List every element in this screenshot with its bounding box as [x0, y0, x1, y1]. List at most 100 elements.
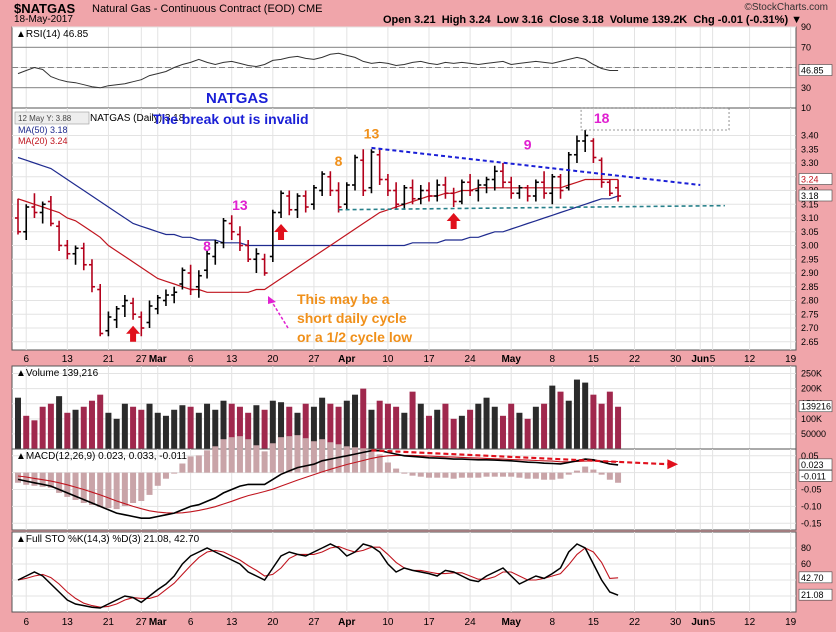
volume-bar [615, 406, 622, 449]
volume-bar [72, 409, 79, 449]
macd-histogram-bar [458, 472, 465, 478]
price-last-close: 3.18 [801, 191, 819, 201]
volume-bar [549, 385, 556, 449]
macd-histogram-bar [335, 444, 342, 473]
bottom-x-axis-tick-label: 19 [785, 617, 797, 628]
support-line [338, 204, 725, 211]
price-x-axis-tick-label: 22 [629, 354, 641, 365]
price-y-tick: 2.70 [801, 323, 819, 333]
bottom-x-axis-tick-label: 15 [588, 617, 600, 628]
macd-histogram-bar [434, 472, 441, 478]
macd-histogram-bar [606, 472, 613, 480]
rsi-y-tick: 90 [801, 22, 811, 32]
chart-date: 18-May-2017 [14, 14, 73, 25]
volume-bar [31, 420, 38, 449]
price-x-axis-tick-label: 30 [670, 354, 682, 365]
chart-header: $NATGAS Natural Gas - Continuous Contrac… [0, 0, 836, 26]
rsi-title: ▲RSI(14) 46.85 [16, 29, 89, 40]
price-y-tick: 2.90 [801, 268, 819, 278]
volume-bar [524, 418, 531, 449]
cycle-note-line: short daily cycle [297, 310, 407, 326]
macd-histogram-bar [598, 472, 605, 475]
ma50-legend: MA(50) 3.18 [18, 125, 68, 135]
macd-histogram-bar [376, 454, 383, 473]
macd-histogram-bar [138, 472, 145, 501]
cycle-count-label: 13 [232, 197, 248, 213]
volume-bar [154, 412, 161, 449]
price-x-axis-tick-label: 10 [382, 354, 394, 365]
volume-bar [179, 405, 186, 449]
macd-last-value: 0.023 [801, 460, 824, 470]
macd-histogram-bar [80, 472, 87, 503]
price-y-tick: 3.40 [801, 131, 819, 141]
volume-bar [23, 415, 30, 449]
macd-histogram-bar [113, 472, 120, 510]
volume-bar [121, 403, 128, 449]
volume-bar [187, 406, 194, 449]
price-y-tick: 2.95 [801, 254, 819, 264]
ma20-last-value: 3.24 [801, 175, 819, 185]
volume-bar [573, 379, 580, 449]
volume-y-tick: 100K [801, 414, 822, 424]
macd-histogram-bar [467, 472, 474, 478]
volume-last-value-box [798, 400, 833, 413]
volume-bar [130, 406, 137, 449]
volume-bar [327, 403, 334, 449]
volume-bar [467, 409, 474, 449]
volume-bar [376, 400, 383, 449]
volume-bar [97, 394, 104, 449]
volume-bar [310, 406, 317, 449]
volume-bar [228, 403, 235, 449]
bottom-x-axis-tick-label: 20 [267, 617, 279, 628]
price-x-axis-tick-label: Mar [149, 354, 167, 365]
volume-bar [360, 388, 367, 449]
macd-y-tick: -0.15 [801, 518, 822, 528]
price-x-axis-tick-label: 8 [550, 354, 556, 365]
macd-histogram-bar [220, 439, 227, 473]
macd-histogram-bar [573, 470, 580, 473]
volume-bar [393, 406, 400, 449]
volume-bar [475, 403, 482, 449]
bottom-x-axis-tick-label: 17 [423, 617, 435, 628]
macd-histogram-bar [483, 472, 490, 477]
source-credit: ©StockCharts.com [744, 2, 828, 13]
volume-bar [39, 406, 46, 449]
volume-bar [302, 403, 309, 449]
bottom-x-axis-tick-label: 30 [670, 617, 682, 628]
sto-k-last-value: 21.08 [801, 590, 824, 600]
macd-histogram-bar [384, 462, 391, 473]
volume-bar [491, 406, 498, 449]
macd-histogram-bar [565, 472, 572, 475]
price-x-axis-tick-label: 6 [23, 354, 29, 365]
cycle-count-label: 18 [594, 110, 610, 126]
macd-histogram-bar [541, 472, 548, 480]
macd-histogram-bar [409, 472, 416, 476]
volume-bar [64, 412, 71, 449]
macd-histogram-bar [615, 472, 622, 483]
price-x-axis-tick-label: Jun [691, 354, 709, 365]
price-x-axis-tick-label: 17 [423, 354, 435, 365]
macd-histogram-bar [393, 468, 400, 473]
cycle-low-arrow [446, 213, 461, 229]
macd-hist-last-value-box [798, 470, 833, 482]
bottom-x-axis-tick-label: Mar [149, 617, 167, 628]
rsi-y-tick: 70 [801, 42, 811, 52]
price-x-axis-tick-label: 15 [588, 354, 600, 365]
bottom-x-axis-tick-label: 21 [103, 617, 115, 628]
price-x-axis-tick-label: 19 [785, 354, 797, 365]
volume-bar [450, 418, 457, 449]
cycle-note-pointer [271, 301, 289, 329]
price-x-axis-tick-label: 6 [188, 354, 194, 365]
macd-histogram-bar [582, 466, 589, 473]
macd-histogram-bar [532, 472, 539, 479]
macd-histogram-bar [302, 438, 309, 473]
annotation-subtitle: The break out is invalid [153, 111, 309, 127]
bottom-x-axis-tick-label: 6 [188, 617, 194, 628]
price-panel-frame [11, 107, 797, 351]
volume-last-value: 139216 [801, 402, 831, 412]
crosshair-box [14, 111, 90, 125]
macd-histogram-bar [245, 439, 252, 473]
price-x-axis-tick-label: May [501, 354, 521, 365]
price-y-tick: 2.65 [801, 337, 819, 347]
quote-summary: Open 3.21 High 3.24 Low 3.16 Close 3.18 … [383, 14, 803, 26]
